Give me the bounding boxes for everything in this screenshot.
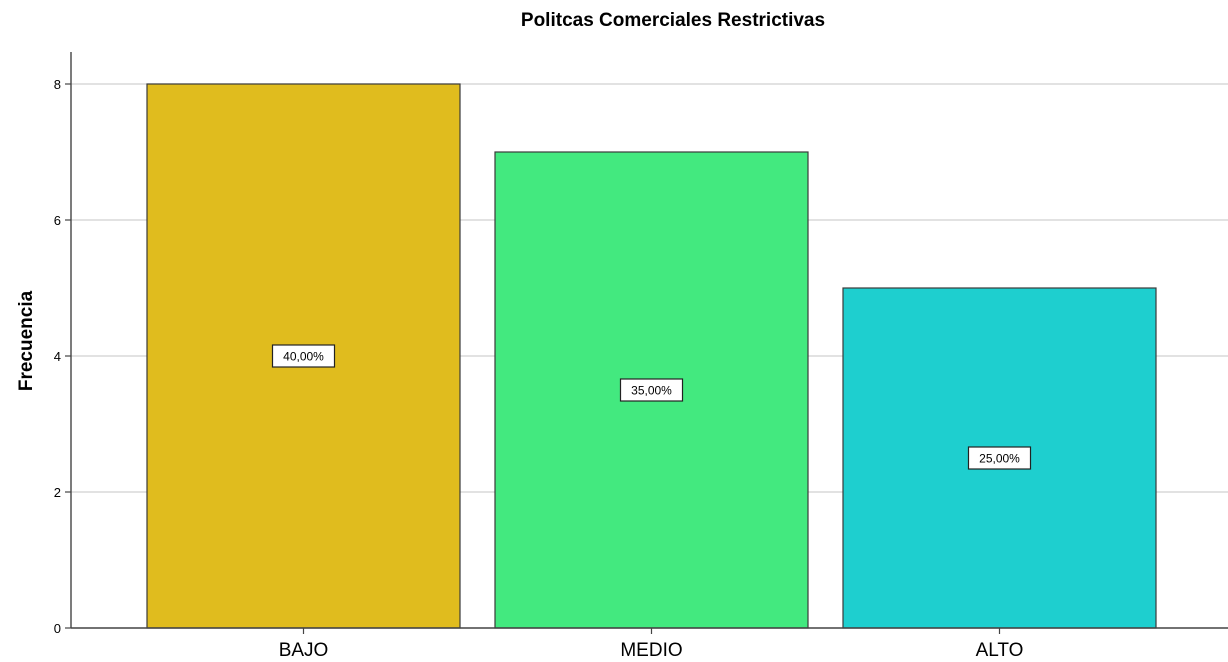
x-tick-label: ALTO xyxy=(976,640,1024,661)
data-label-text: 25,00% xyxy=(979,452,1020,466)
data-label-box xyxy=(967,446,1032,470)
y-axis-label: Frecuencia xyxy=(16,290,37,391)
y-tick-label: 6 xyxy=(54,213,61,228)
axes xyxy=(65,52,1228,634)
y-tick-label: 2 xyxy=(54,485,61,500)
y-tick-label: 8 xyxy=(54,77,61,92)
x-tick-label: MEDIO xyxy=(620,640,682,661)
data-label: 25,00% xyxy=(967,446,1032,470)
data-label-box xyxy=(271,344,336,368)
x-tick-label: BAJO xyxy=(279,640,329,661)
data-label-text: 40,00% xyxy=(283,350,324,364)
data-label: 35,00% xyxy=(619,378,684,402)
tick-labels: 0 2 4 6 8 BAJO MEDIO ALTO xyxy=(54,77,1024,661)
y-tick-label: 4 xyxy=(54,349,61,364)
data-label: 40,00% xyxy=(271,344,336,368)
y-tick-label: 0 xyxy=(54,621,61,636)
chart-title: Politcas Comerciales Restrictivas xyxy=(521,10,825,31)
data-label-box xyxy=(619,378,684,402)
data-label-text: 35,00% xyxy=(631,384,672,398)
data-labels: 40,00% 35,00% 25,00% xyxy=(271,344,1032,470)
